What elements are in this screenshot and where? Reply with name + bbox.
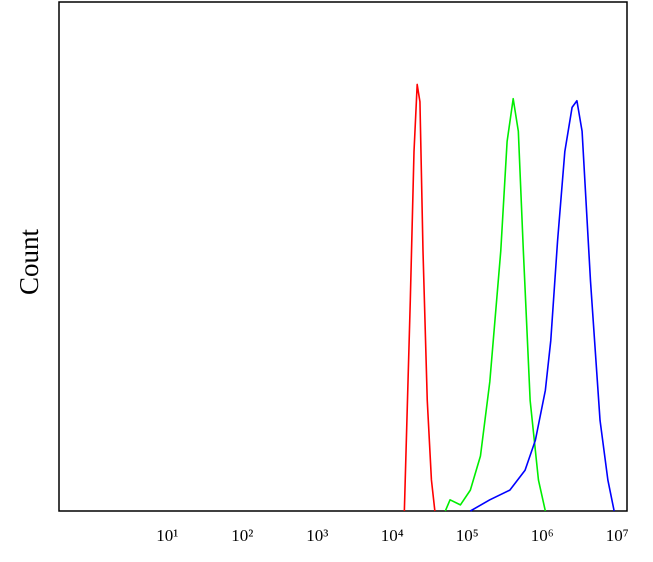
x-tick-label: 10⁵ [456,526,479,545]
plot-frame [58,1,628,512]
x-tick-label: 10² [231,526,253,545]
histogram-line [444,97,547,512]
x-tick-label: 10³ [306,526,328,545]
x-tick-label: 10⁶ [531,526,554,545]
histogram-line [469,99,615,512]
y-axis-label: Count [14,228,44,295]
x-tick-label: 10¹ [156,526,178,545]
histogram-line [403,83,436,512]
x-tick-label: 10⁷ [606,526,629,545]
x-tick-label: 10⁴ [381,526,404,545]
